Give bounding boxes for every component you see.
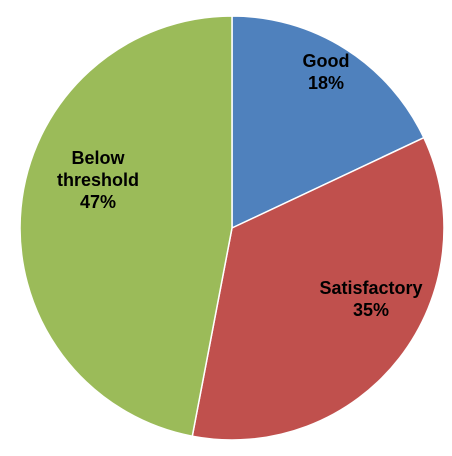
data-label-category: Below xyxy=(71,148,125,168)
data-label-value: 18% xyxy=(308,73,344,93)
data-label-category: threshold xyxy=(57,170,139,190)
pie-data-labels: Good 18% Satisfactory 35% Below threshold 47% xyxy=(57,51,423,320)
pie-slice-below-threshold xyxy=(19,15,233,438)
data-label-value: 35% xyxy=(353,300,389,320)
pie-slice-good xyxy=(231,15,425,230)
data-label-good: Good 18% xyxy=(303,51,350,93)
data-label-satisfactory: Satisfactory 35% xyxy=(319,278,422,320)
data-label-category: Satisfactory xyxy=(319,278,422,298)
pie-slices xyxy=(19,15,445,441)
data-label-value: 47% xyxy=(80,192,116,212)
data-label-below-threshold: Below threshold 47% xyxy=(57,148,139,212)
data-label-category: Good xyxy=(303,51,350,71)
pie-slice-satisfactory xyxy=(191,136,445,441)
